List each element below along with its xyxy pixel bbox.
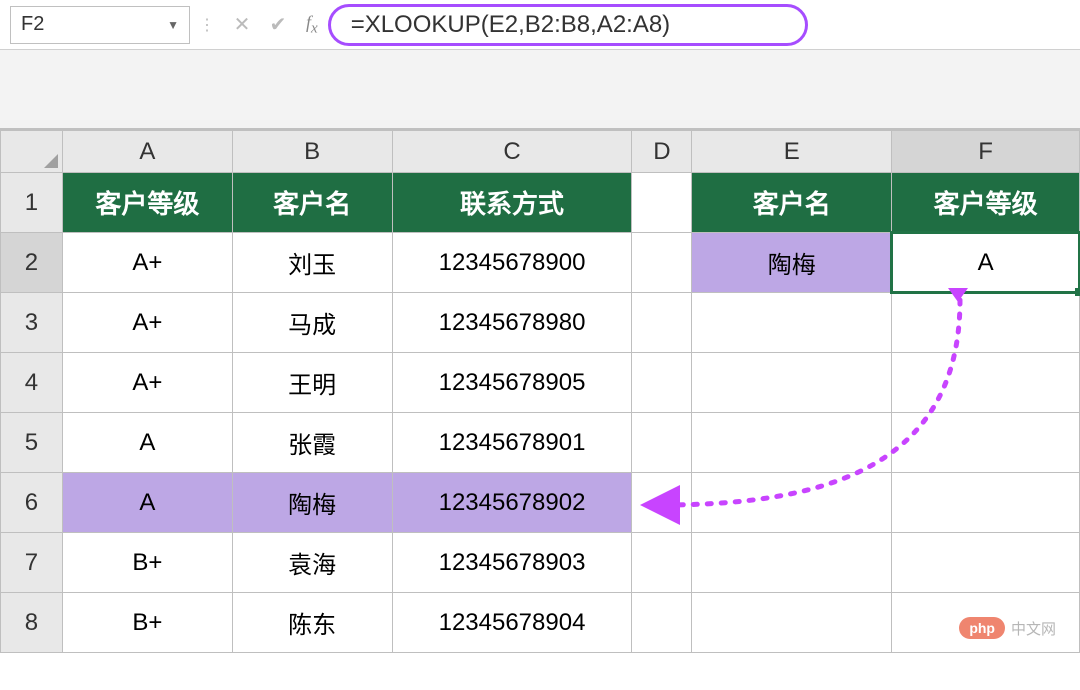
select-all-corner[interactable] <box>1 131 63 173</box>
col-header-D[interactable]: D <box>632 131 692 173</box>
table-row: 2 A+ 刘玉 12345678900 陶梅 A <box>1 233 1080 293</box>
col-header-F[interactable]: F <box>892 131 1080 173</box>
row-header-5[interactable]: 5 <box>1 413 63 473</box>
confirm-icon[interactable]: ✔ <box>260 7 296 43</box>
empty-cell[interactable] <box>632 233 692 293</box>
empty-cell[interactable] <box>632 413 692 473</box>
data-cell[interactable]: 12345678902 <box>392 473 632 533</box>
cancel-icon[interactable]: ✕ <box>224 7 260 43</box>
row-header-4[interactable]: 4 <box>1 353 63 413</box>
empty-cell[interactable] <box>892 293 1080 353</box>
fx-icon[interactable]: fx <box>306 12 318 38</box>
header-cell[interactable]: 客户等级 <box>892 173 1080 233</box>
header-cell[interactable]: 客户名 <box>692 173 892 233</box>
empty-cell[interactable] <box>692 293 892 353</box>
table-row: 3 A+ 马成 12345678980 <box>1 293 1080 353</box>
empty-cell[interactable] <box>632 293 692 353</box>
empty-cell[interactable] <box>632 473 692 533</box>
data-cell[interactable]: A <box>62 413 232 473</box>
data-cell[interactable]: A+ <box>62 353 232 413</box>
data-cell[interactable]: 张霞 <box>232 413 392 473</box>
empty-cell[interactable] <box>632 533 692 593</box>
empty-cell[interactable] <box>692 473 892 533</box>
data-cell[interactable]: 12345678901 <box>392 413 632 473</box>
table-row: 6 A 陶梅 12345678902 <box>1 473 1080 533</box>
cell-reference: F2 <box>21 13 44 36</box>
data-cell[interactable]: 袁海 <box>232 533 392 593</box>
data-cell[interactable]: A <box>62 473 232 533</box>
empty-cell[interactable] <box>632 173 692 233</box>
data-cell[interactable]: 12345678980 <box>392 293 632 353</box>
data-cell[interactable]: 陶梅 <box>232 473 392 533</box>
spreadsheet-grid[interactable]: A B C D E F 1 客户等级 客户名 联系方式 客户名 客户等级 2 A… <box>0 130 1080 653</box>
col-header-C[interactable]: C <box>392 131 632 173</box>
row-header-7[interactable]: 7 <box>1 533 63 593</box>
data-cell[interactable]: 12345678905 <box>392 353 632 413</box>
col-header-A[interactable]: A <box>62 131 232 173</box>
table-row: 4 A+ 王明 12345678905 <box>1 353 1080 413</box>
table-row: 8 B+ 陈东 12345678904 <box>1 593 1080 653</box>
header-cell[interactable]: 客户等级 <box>62 173 232 233</box>
empty-cell[interactable] <box>892 413 1080 473</box>
data-cell[interactable]: 马成 <box>232 293 392 353</box>
watermark-logo: php <box>959 617 1005 639</box>
empty-cell[interactable] <box>692 353 892 413</box>
row-header-3[interactable]: 3 <box>1 293 63 353</box>
col-header-B[interactable]: B <box>232 131 392 173</box>
ribbon-gap <box>0 50 1080 130</box>
table-row: 7 B+ 袁海 12345678903 <box>1 533 1080 593</box>
watermark: php 中文网 <box>959 617 1056 639</box>
data-cell[interactable]: 陈东 <box>232 593 392 653</box>
empty-cell[interactable] <box>892 533 1080 593</box>
data-cell[interactable]: 12345678900 <box>392 233 632 293</box>
data-cell[interactable]: A+ <box>62 293 232 353</box>
name-box-dropdown-icon[interactable]: ▼ <box>167 18 179 32</box>
data-cell[interactable]: B+ <box>62 593 232 653</box>
empty-cell[interactable] <box>632 593 692 653</box>
empty-cell[interactable] <box>692 533 892 593</box>
empty-cell[interactable] <box>892 353 1080 413</box>
empty-cell[interactable] <box>692 593 892 653</box>
row-header-8[interactable]: 8 <box>1 593 63 653</box>
empty-cell[interactable] <box>632 353 692 413</box>
watermark-text: 中文网 <box>1011 618 1056 639</box>
data-cell[interactable]: A+ <box>62 233 232 293</box>
lookup-value-cell[interactable]: 陶梅 <box>692 233 892 293</box>
empty-cell[interactable] <box>892 473 1080 533</box>
separator: ⋮ <box>202 10 212 40</box>
data-cell[interactable]: 王明 <box>232 353 392 413</box>
data-cell[interactable]: B+ <box>62 533 232 593</box>
row-header-1[interactable]: 1 <box>1 173 63 233</box>
table-row: 5 A 张霞 12345678901 <box>1 413 1080 473</box>
col-header-E[interactable]: E <box>692 131 892 173</box>
row-header-2[interactable]: 2 <box>1 233 63 293</box>
name-box[interactable]: F2 ▼ <box>10 6 190 44</box>
data-cell[interactable]: 12345678904 <box>392 593 632 653</box>
lookup-result-cell[interactable]: A <box>892 233 1080 293</box>
header-cell[interactable]: 客户名 <box>232 173 392 233</box>
row-header-6[interactable]: 6 <box>1 473 63 533</box>
header-cell[interactable]: 联系方式 <box>392 173 632 233</box>
formula-input[interactable]: =XLOOKUP(E2,B2:B8,A2:A8) <box>328 4 808 46</box>
empty-cell[interactable] <box>692 413 892 473</box>
table-row: 1 客户等级 客户名 联系方式 客户名 客户等级 <box>1 173 1080 233</box>
data-cell[interactable]: 刘玉 <box>232 233 392 293</box>
formula-bar: F2 ▼ ⋮ ✕ ✔ fx =XLOOKUP(E2,B2:B8,A2:A8) <box>0 0 1080 50</box>
data-cell[interactable]: 12345678903 <box>392 533 632 593</box>
